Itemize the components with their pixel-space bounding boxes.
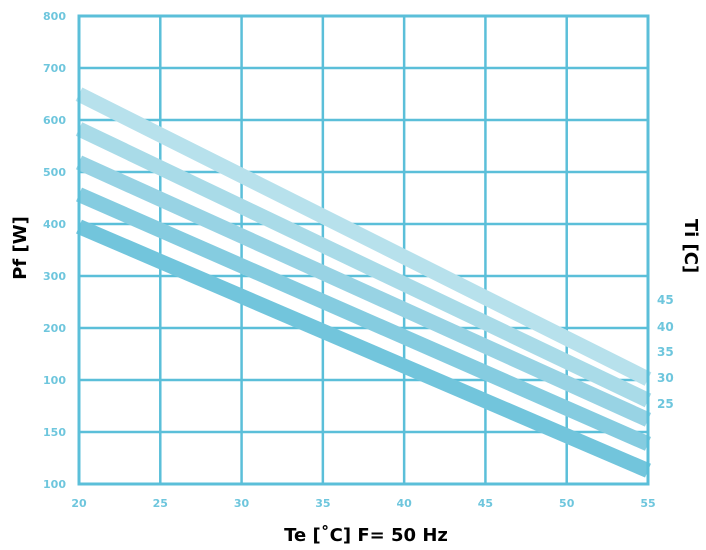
y-tick-labels: 800 700 600 500 400 300 200 100 150 100: [43, 10, 66, 491]
y-axis-title: Pf [W]: [10, 216, 31, 280]
series-label: 25: [657, 397, 674, 411]
plot-frame: [77, 14, 650, 486]
y-tick-label: 500: [43, 166, 66, 179]
x-tick-labels: 20 25 30 35 40 45 50 55: [71, 497, 655, 510]
x-tick-label: 25: [153, 497, 168, 510]
x-tick-label: 35: [315, 497, 330, 510]
series-line: [76, 219, 651, 478]
series-label: 45: [657, 293, 674, 307]
series-line: [75, 122, 652, 408]
plot-border: [77, 14, 650, 486]
x-tick-label: 30: [234, 497, 250, 510]
series-line: [75, 187, 652, 451]
y-tick-label: 300: [43, 270, 66, 283]
x-tick-label: 55: [640, 497, 655, 510]
series-group: [75, 87, 652, 478]
x-tick-label: 45: [478, 497, 493, 510]
x-tick-label: 20: [71, 497, 87, 510]
series-label: 30: [657, 371, 674, 385]
y-tick-label: 600: [43, 114, 66, 127]
right-axis-title: Ti [C]: [680, 219, 701, 273]
x-tick-label: 40: [396, 497, 412, 510]
x-axis-title: Te [˚C] F= 50 Hz: [284, 524, 448, 546]
y-tick-label: 400: [43, 218, 66, 231]
series-line: [75, 87, 652, 386]
series-label-group: 45 40 35 30 25: [657, 293, 674, 411]
series-line: [75, 155, 652, 427]
y-tick-label: 150: [43, 426, 66, 439]
y-tick-label: 100: [43, 478, 66, 491]
series-label: 35: [657, 345, 674, 359]
series-label: 40: [657, 320, 674, 334]
y-tick-label: 700: [43, 62, 66, 75]
y-tick-label: 100: [43, 374, 66, 387]
y-tick-label: 200: [43, 322, 66, 335]
x-tick-label: 50: [559, 497, 575, 510]
y-tick-label: 800: [43, 10, 66, 23]
